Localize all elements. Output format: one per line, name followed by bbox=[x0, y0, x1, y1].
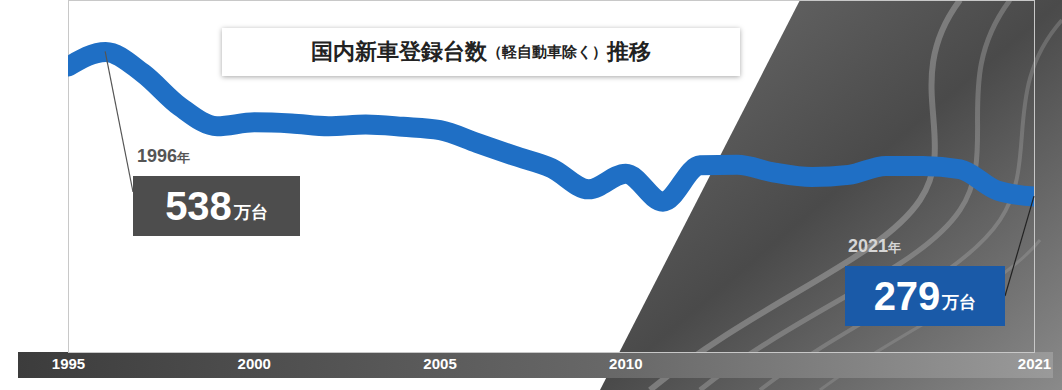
html-text:万台: 万台 bbox=[233, 202, 268, 222]
svg-text:2000: 2000 bbox=[238, 355, 271, 372]
svg-text:2010: 2010 bbox=[609, 355, 642, 372]
html-text:538: 538 bbox=[165, 183, 232, 228]
svg-text:2005: 2005 bbox=[423, 355, 456, 372]
svg-text:2021: 2021 bbox=[1018, 355, 1051, 372]
html-text:279: 279 bbox=[873, 273, 941, 318]
html-text:1996年: 1996年 bbox=[137, 146, 190, 166]
html-text:2021年: 2021年 bbox=[848, 236, 901, 256]
svg-text:1995: 1995 bbox=[52, 355, 85, 372]
html-text:国内新車登録台数（軽自動車除く）推移: 国内新車登録台数（軽自動車除く）推移 bbox=[311, 39, 651, 64]
html-text:万台: 万台 bbox=[942, 292, 977, 312]
